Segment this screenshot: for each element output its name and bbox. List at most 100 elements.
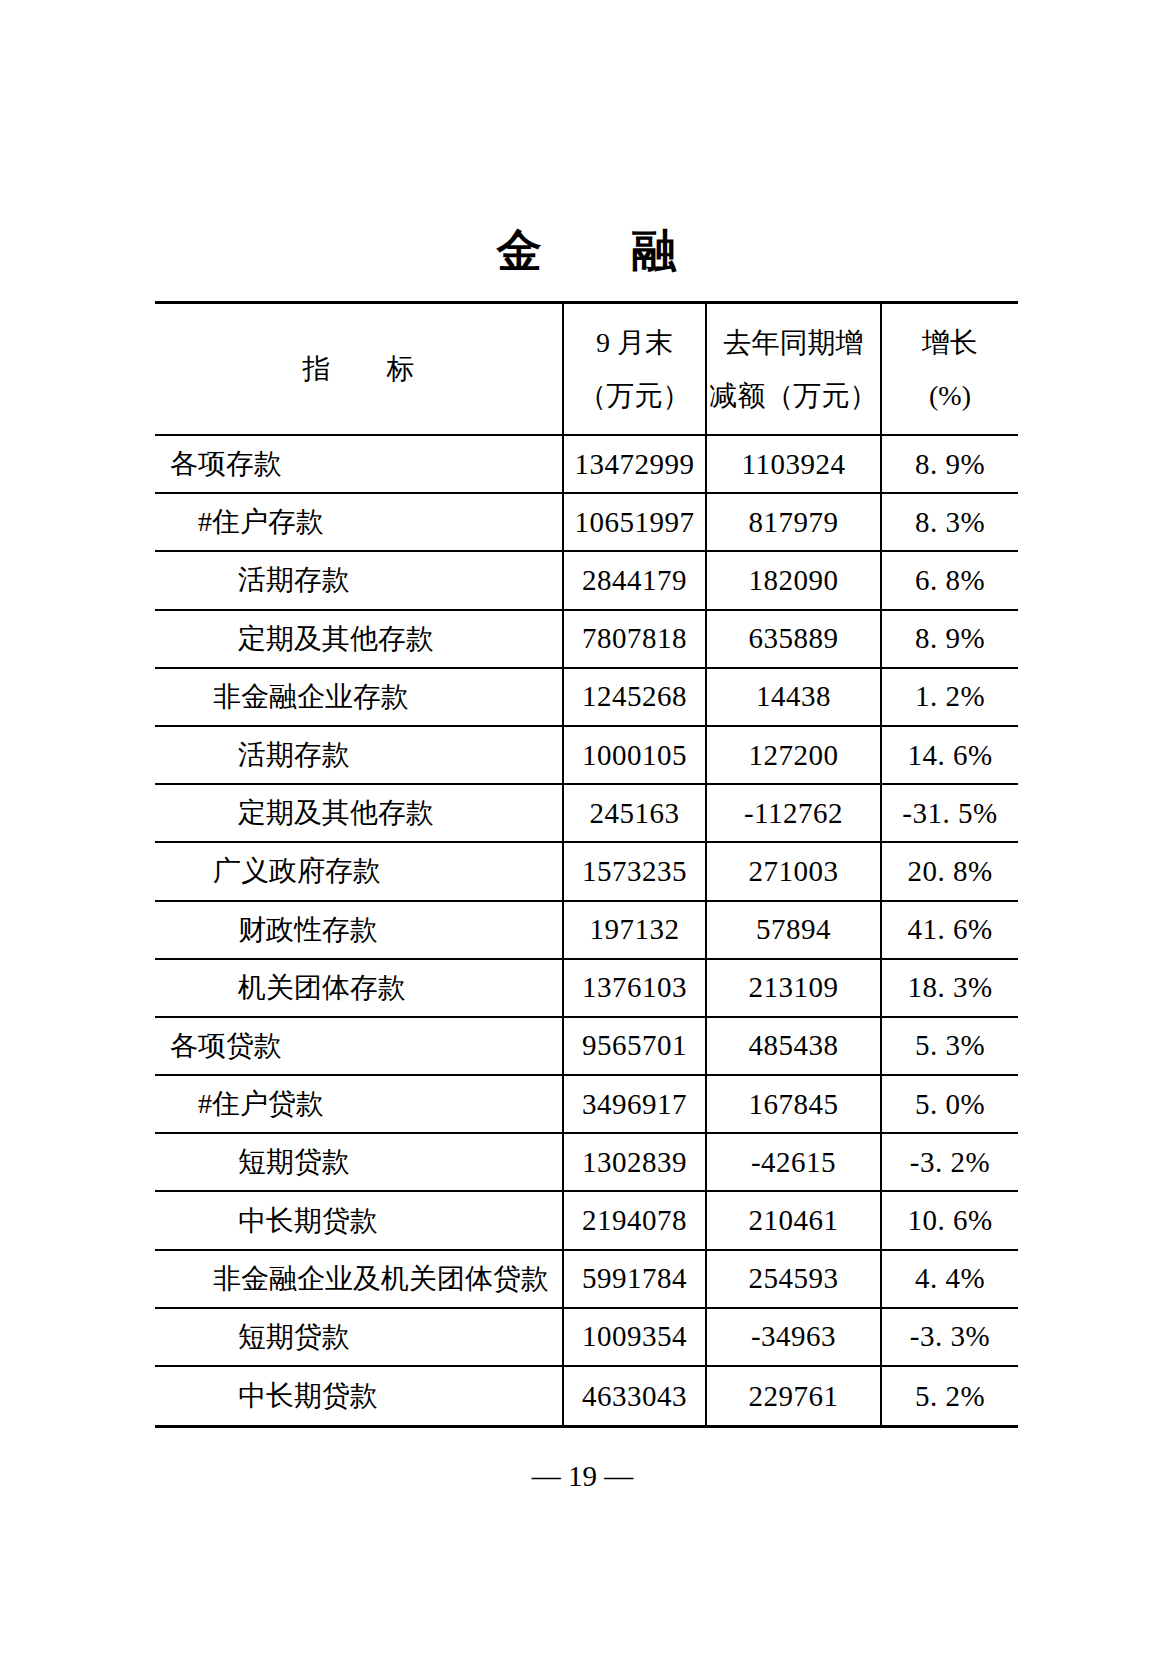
table-row: 定期及其他存款 7807818 635889 8. 9% (155, 611, 1018, 669)
document-page: { "title": "金 融", "table": { "header": {… (0, 0, 1165, 1653)
row-indicator-label: 中长期贷款 (155, 1192, 562, 1248)
header-cell-end-of-september: 9 月末 （万元） (562, 304, 705, 434)
table-row: 活期存款 2844179 182090 6. 8% (155, 552, 1018, 610)
row-growth-rate-value: -3. 3% (880, 1309, 1018, 1365)
row-growth-rate-value: 4. 4% (880, 1251, 1018, 1307)
row-growth-rate-value: 5. 3% (880, 1018, 1018, 1074)
table-row: #住户贷款 3496917 167845 5. 0% (155, 1076, 1018, 1134)
row-yoy-change-value: 635889 (705, 611, 880, 667)
table-row: 非金融企业存款 1245268 14438 1. 2% (155, 669, 1018, 727)
row-yoy-change-value: -42615 (705, 1134, 880, 1190)
row-end-of-september-value: 1302839 (562, 1134, 705, 1190)
row-indicator-label: 中长期贷款 (155, 1367, 562, 1425)
row-indicator-label: 活期存款 (155, 727, 562, 783)
row-yoy-change-value: 127200 (705, 727, 880, 783)
row-yoy-change-value: 213109 (705, 960, 880, 1016)
row-end-of-september-value: 2844179 (562, 552, 705, 608)
row-growth-rate-value: 14. 6% (880, 727, 1018, 783)
finance-table: 指 标 9 月末 （万元） 去年同期增 减额（万元） 增长 (%) 各项存款 1… (155, 301, 1018, 1428)
header-indicator-label: 指 标 (303, 342, 415, 395)
row-growth-rate-value: 8. 9% (880, 436, 1018, 492)
row-end-of-september-value: 1245268 (562, 669, 705, 725)
table-row: 短期贷款 1302839 -42615 -3. 2% (155, 1134, 1018, 1192)
table-row: 各项存款 13472999 1103924 8. 9% (155, 436, 1018, 494)
row-growth-rate-value: 20. 8% (880, 843, 1018, 899)
row-yoy-change-value: 57894 (705, 902, 880, 958)
row-growth-rate-value: 10. 6% (880, 1192, 1018, 1248)
row-indicator-label: 定期及其他存款 (155, 611, 562, 667)
header-cell-indicator: 指 标 (155, 304, 562, 434)
row-yoy-change-value: 1103924 (705, 436, 880, 492)
header-growth-line2: (%) (929, 369, 971, 422)
row-growth-rate-value: 18. 3% (880, 960, 1018, 1016)
row-yoy-change-value: 182090 (705, 552, 880, 608)
row-end-of-september-value: 13472999 (562, 436, 705, 492)
row-growth-rate-value: 1. 2% (880, 669, 1018, 725)
row-yoy-change-value: -34963 (705, 1309, 880, 1365)
table-row: 机关团体存款 1376103 213109 18. 3% (155, 960, 1018, 1018)
row-yoy-change-value: 817979 (705, 494, 880, 550)
row-growth-rate-value: 6. 8% (880, 552, 1018, 608)
table-header-row: 指 标 9 月末 （万元） 去年同期增 减额（万元） 增长 (%) (155, 304, 1018, 436)
row-growth-rate-value: 5. 2% (880, 1367, 1018, 1425)
table-row: 短期贷款 1009354 -34963 -3. 3% (155, 1309, 1018, 1367)
row-indicator-label: 财政性存款 (155, 902, 562, 958)
row-indicator-label: 活期存款 (155, 552, 562, 608)
row-growth-rate-value: -31. 5% (880, 785, 1018, 841)
row-yoy-change-value: 167845 (705, 1076, 880, 1132)
row-end-of-september-value: 1573235 (562, 843, 705, 899)
table-body: 各项存款 13472999 1103924 8. 9% #住户存款 106519… (155, 436, 1018, 1425)
row-growth-rate-value: -3. 2% (880, 1134, 1018, 1190)
row-indicator-label: #住户存款 (155, 494, 562, 550)
row-indicator-label: 机关团体存款 (155, 960, 562, 1016)
row-growth-rate-value: 5. 0% (880, 1076, 1018, 1132)
row-yoy-change-value: 229761 (705, 1367, 880, 1425)
row-end-of-september-value: 197132 (562, 902, 705, 958)
row-end-of-september-value: 9565701 (562, 1018, 705, 1074)
table-row: 中长期贷款 2194078 210461 10. 6% (155, 1192, 1018, 1250)
row-yoy-change-value: 271003 (705, 843, 880, 899)
table-row: 活期存款 1000105 127200 14. 6% (155, 727, 1018, 785)
row-growth-rate-value: 41. 6% (880, 902, 1018, 958)
row-end-of-september-value: 1000105 (562, 727, 705, 783)
header-end-line2: （万元） (579, 369, 691, 422)
row-end-of-september-value: 1376103 (562, 960, 705, 1016)
row-end-of-september-value: 10651997 (562, 494, 705, 550)
row-indicator-label: 定期及其他存款 (155, 785, 562, 841)
row-indicator-label: 非金融企业存款 (155, 669, 562, 725)
row-end-of-september-value: 1009354 (562, 1309, 705, 1365)
row-indicator-label: 短期贷款 (155, 1309, 562, 1365)
row-indicator-label: #住户贷款 (155, 1076, 562, 1132)
table-row: 中长期贷款 4633043 229761 5. 2% (155, 1367, 1018, 1425)
row-indicator-label: 各项贷款 (155, 1018, 562, 1074)
row-yoy-change-value: 485438 (705, 1018, 880, 1074)
row-yoy-change-value: 14438 (705, 669, 880, 725)
table-row: 财政性存款 197132 57894 41. 6% (155, 902, 1018, 960)
row-end-of-september-value: 2194078 (562, 1192, 705, 1248)
row-indicator-label: 各项存款 (155, 436, 562, 492)
header-growth-line1: 增长 (922, 316, 978, 369)
table-row: 定期及其他存款 245163 -112762 -31. 5% (155, 785, 1018, 843)
page-title: 金 融 (155, 221, 1018, 281)
row-end-of-september-value: 4633043 (562, 1367, 705, 1425)
header-yoy-line1: 去年同期增 (724, 316, 864, 369)
row-growth-rate-value: 8. 9% (880, 611, 1018, 667)
table-row: 各项贷款 9565701 485438 5. 3% (155, 1018, 1018, 1076)
row-yoy-change-value: 210461 (705, 1192, 880, 1248)
row-indicator-label: 非金融企业及机关团体贷款 (155, 1251, 562, 1307)
row-yoy-change-value: 254593 (705, 1251, 880, 1307)
row-growth-rate-value: 8. 3% (880, 494, 1018, 550)
row-end-of-september-value: 5991784 (562, 1251, 705, 1307)
header-cell-growth-rate: 增长 (%) (880, 304, 1018, 434)
header-end-line1: 9 月末 (596, 316, 673, 369)
header-yoy-line2: 减额（万元） (710, 369, 878, 422)
row-yoy-change-value: -112762 (705, 785, 880, 841)
row-end-of-september-value: 3496917 (562, 1076, 705, 1132)
table-row: #住户存款 10651997 817979 8. 3% (155, 494, 1018, 552)
row-end-of-september-value: 245163 (562, 785, 705, 841)
table-row: 广义政府存款 1573235 271003 20. 8% (155, 843, 1018, 901)
page-number-footer: — 19 — (0, 1460, 1165, 1493)
header-cell-yoy-change: 去年同期增 减额（万元） (705, 304, 880, 434)
row-indicator-label: 广义政府存款 (155, 843, 562, 899)
row-indicator-label: 短期贷款 (155, 1134, 562, 1190)
